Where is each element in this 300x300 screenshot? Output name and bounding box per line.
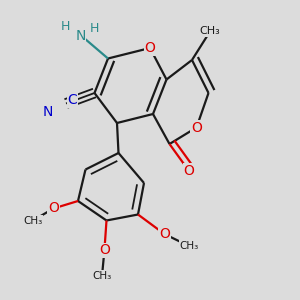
Text: H: H [90,22,100,35]
Text: CH₃: CH₃ [179,241,199,251]
Text: O: O [184,164,194,178]
Text: CH₃: CH₃ [200,26,220,37]
Text: C: C [68,94,77,107]
Text: CH₃: CH₃ [23,215,43,226]
Text: H: H [61,20,70,34]
Text: CH₃: CH₃ [92,271,112,281]
Text: O: O [99,244,110,257]
Text: O: O [48,202,59,215]
Text: N: N [42,106,52,119]
Text: O: O [191,121,202,134]
Text: O: O [159,227,170,241]
Text: N: N [75,29,85,43]
Text: O: O [145,41,155,55]
